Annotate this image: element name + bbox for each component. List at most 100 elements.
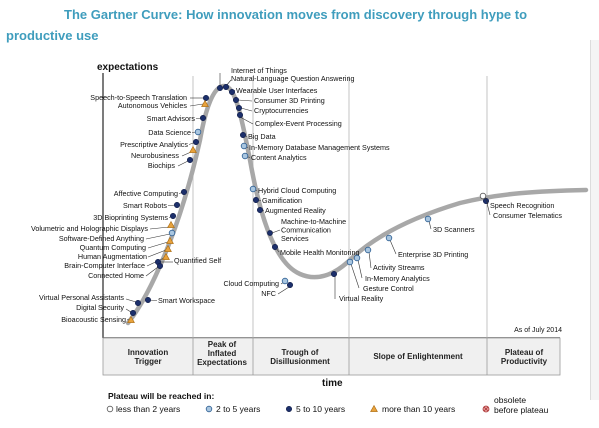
marker-machine-to-machine-communication-services [267, 230, 273, 236]
y-axis-label: expectations [97, 62, 159, 73]
label-affective-computing: Affective Computing [114, 189, 178, 198]
label-quantum-computing: Quantum Computing [80, 243, 146, 252]
marker-quantum-computing [166, 236, 174, 244]
leader-line [189, 103, 204, 107]
marker-gamification [253, 197, 260, 204]
phase-label-plateau-of-productivity: Plateau of Productivity [501, 348, 548, 366]
label-virtual-reality: Virtual Reality [339, 294, 384, 303]
marker-cryptocurrencies [236, 105, 243, 112]
label-smart-workspace: Smart Workspace [158, 296, 215, 305]
label-volumetric-and-holographic-displays: Volumetric and Holographic Displays [31, 224, 148, 233]
label-mobile-health-monitoring: Mobile Health Monitoring [280, 248, 360, 257]
marker-affective-computing [181, 189, 188, 196]
leader-line [177, 160, 189, 167]
legend-label-2to5: 2 to 5 years [216, 404, 260, 414]
marker-complex-event-processing [237, 112, 244, 119]
leader-line [486, 202, 491, 216]
phase-band [102, 337, 561, 376]
leader-line [368, 251, 372, 269]
label-consumer-telematics: Consumer Telematics [493, 211, 562, 220]
phase-label-trough-of-disillusionment: Trough of Disillusionment [270, 348, 330, 366]
label-human-augmentation: Human Augmentation [78, 252, 147, 261]
marker-prescriptive-analytics [193, 139, 200, 146]
leader-line [428, 220, 432, 230]
marker-activity-streams [364, 246, 372, 254]
legend-marker-obsolete-cross [483, 406, 489, 412]
label-smart-advisors: Smart Advisors [147, 114, 196, 123]
phase-label-innovation-trigger: Innovation Trigger [128, 348, 169, 366]
marker-consumer-3d-printing [233, 97, 240, 104]
chart-title: The Gartner Curve: How innovation moves … [6, 7, 528, 43]
legend-label-lt2: less than 2 years [116, 404, 180, 414]
leader-line [147, 241, 169, 249]
legend-title: Plateau will be reached in: [108, 391, 214, 401]
label-natural-language-question-answering: Natural-Language Question Answering [231, 74, 354, 83]
label-virtual-personal-assistants: Virtual Personal Assistants [39, 293, 124, 302]
marker-big-data [240, 132, 247, 139]
leader-line [357, 259, 363, 279]
leader-line [145, 233, 171, 240]
label-complex-event-processing: Complex-Event Processing [255, 119, 342, 128]
leader-line [277, 286, 290, 295]
marker-content-analytics [241, 152, 249, 160]
legend-marker-5to10 [285, 405, 292, 412]
marker-biochips [187, 157, 194, 164]
legend-marker-2to5 [205, 405, 213, 413]
label-augmented-reality: Augmented Reality [265, 206, 326, 215]
leader-line [271, 229, 281, 234]
marker-3d-bioprinting-systems [170, 213, 177, 220]
scrollbar-track[interactable] [590, 40, 599, 400]
marker-smart-robots [174, 202, 181, 209]
label-bioacoustic-sensing: Bioacoustic Sensing [61, 315, 126, 324]
hype-curve [125, 83, 589, 326]
marker-bioacoustic-sensing [127, 315, 135, 323]
label-3d-scanners: 3D Scanners [433, 225, 475, 234]
marker-smart-workspace [145, 296, 152, 303]
marker-smart-advisors [200, 115, 207, 122]
label-speech-recognition: Speech Recognition [490, 201, 554, 210]
marker-speech-recognition [479, 192, 487, 200]
label-gamification: Gamification [262, 196, 302, 205]
label-in-memory-database-management-systems: In-Memory Database Management Systems [249, 143, 390, 152]
marker-gesture-control [346, 258, 354, 266]
marker-cloud-computing [281, 277, 289, 285]
label-enterprise-3d-printing: Enterprise 3D Printing [398, 250, 468, 259]
marker-hybrid-cloud-computing [249, 185, 257, 193]
legend-label-5to10: 5 to 10 years [296, 404, 345, 414]
label-gesture-control: Gesture Control [363, 284, 414, 293]
marker-mobile-health-monitoring [271, 244, 278, 251]
marker-data-science [194, 128, 202, 136]
leader-line [484, 196, 489, 205]
marker-digital-security [130, 309, 137, 316]
marker-connected-home [157, 262, 164, 269]
legend-label-obsolete-line1: obsolete [494, 395, 526, 405]
marker-nfc [286, 281, 293, 288]
label-internet-of-things: Internet of Things [231, 66, 287, 75]
marker-3d-scanners [424, 215, 432, 223]
marker-in-memory-analytics [353, 254, 361, 262]
label-in-memory-analytics: In-Memory Analytics [365, 274, 430, 283]
x-axis-label: time [322, 378, 343, 389]
marker-in-memory-database-management-systems [240, 142, 248, 150]
label-consumer-3d-printing: Consumer 3D Printing [254, 96, 325, 105]
marker-autonomous-vehicles [201, 99, 209, 107]
label-cryptocurrencies: Cryptocurrencies [254, 106, 309, 115]
leader-line [125, 298, 137, 303]
leader-line [147, 249, 167, 258]
label-connected-home: Connected Home [88, 271, 144, 280]
legend-marker-gt10 [370, 404, 378, 412]
marker-neurobusiness [189, 145, 197, 153]
label-prescriptive-analytics: Prescriptive Analytics [120, 140, 188, 149]
label-hybrid-cloud-computing: Hybrid Cloud Computing [258, 186, 336, 195]
leader-line [240, 107, 253, 112]
label-neurobusiness: Neurobusiness [131, 151, 179, 160]
label-speech-to-speech-translation: Speech-to-Speech Translation [90, 93, 187, 102]
marker-internet-of-things [217, 85, 224, 92]
phase-label-slope-of-enlightenment: Slope of Enlightenment [373, 352, 463, 361]
label-3d-bioprinting-systems: 3D Bioprinting Systems [93, 213, 168, 222]
label-software-defined-anything: Software-Defined Anything [59, 234, 144, 243]
label-data-science: Data Science [148, 128, 191, 137]
legend-label-gt10: more than 10 years [382, 404, 455, 414]
label-digital-security: Digital Security [76, 303, 124, 312]
